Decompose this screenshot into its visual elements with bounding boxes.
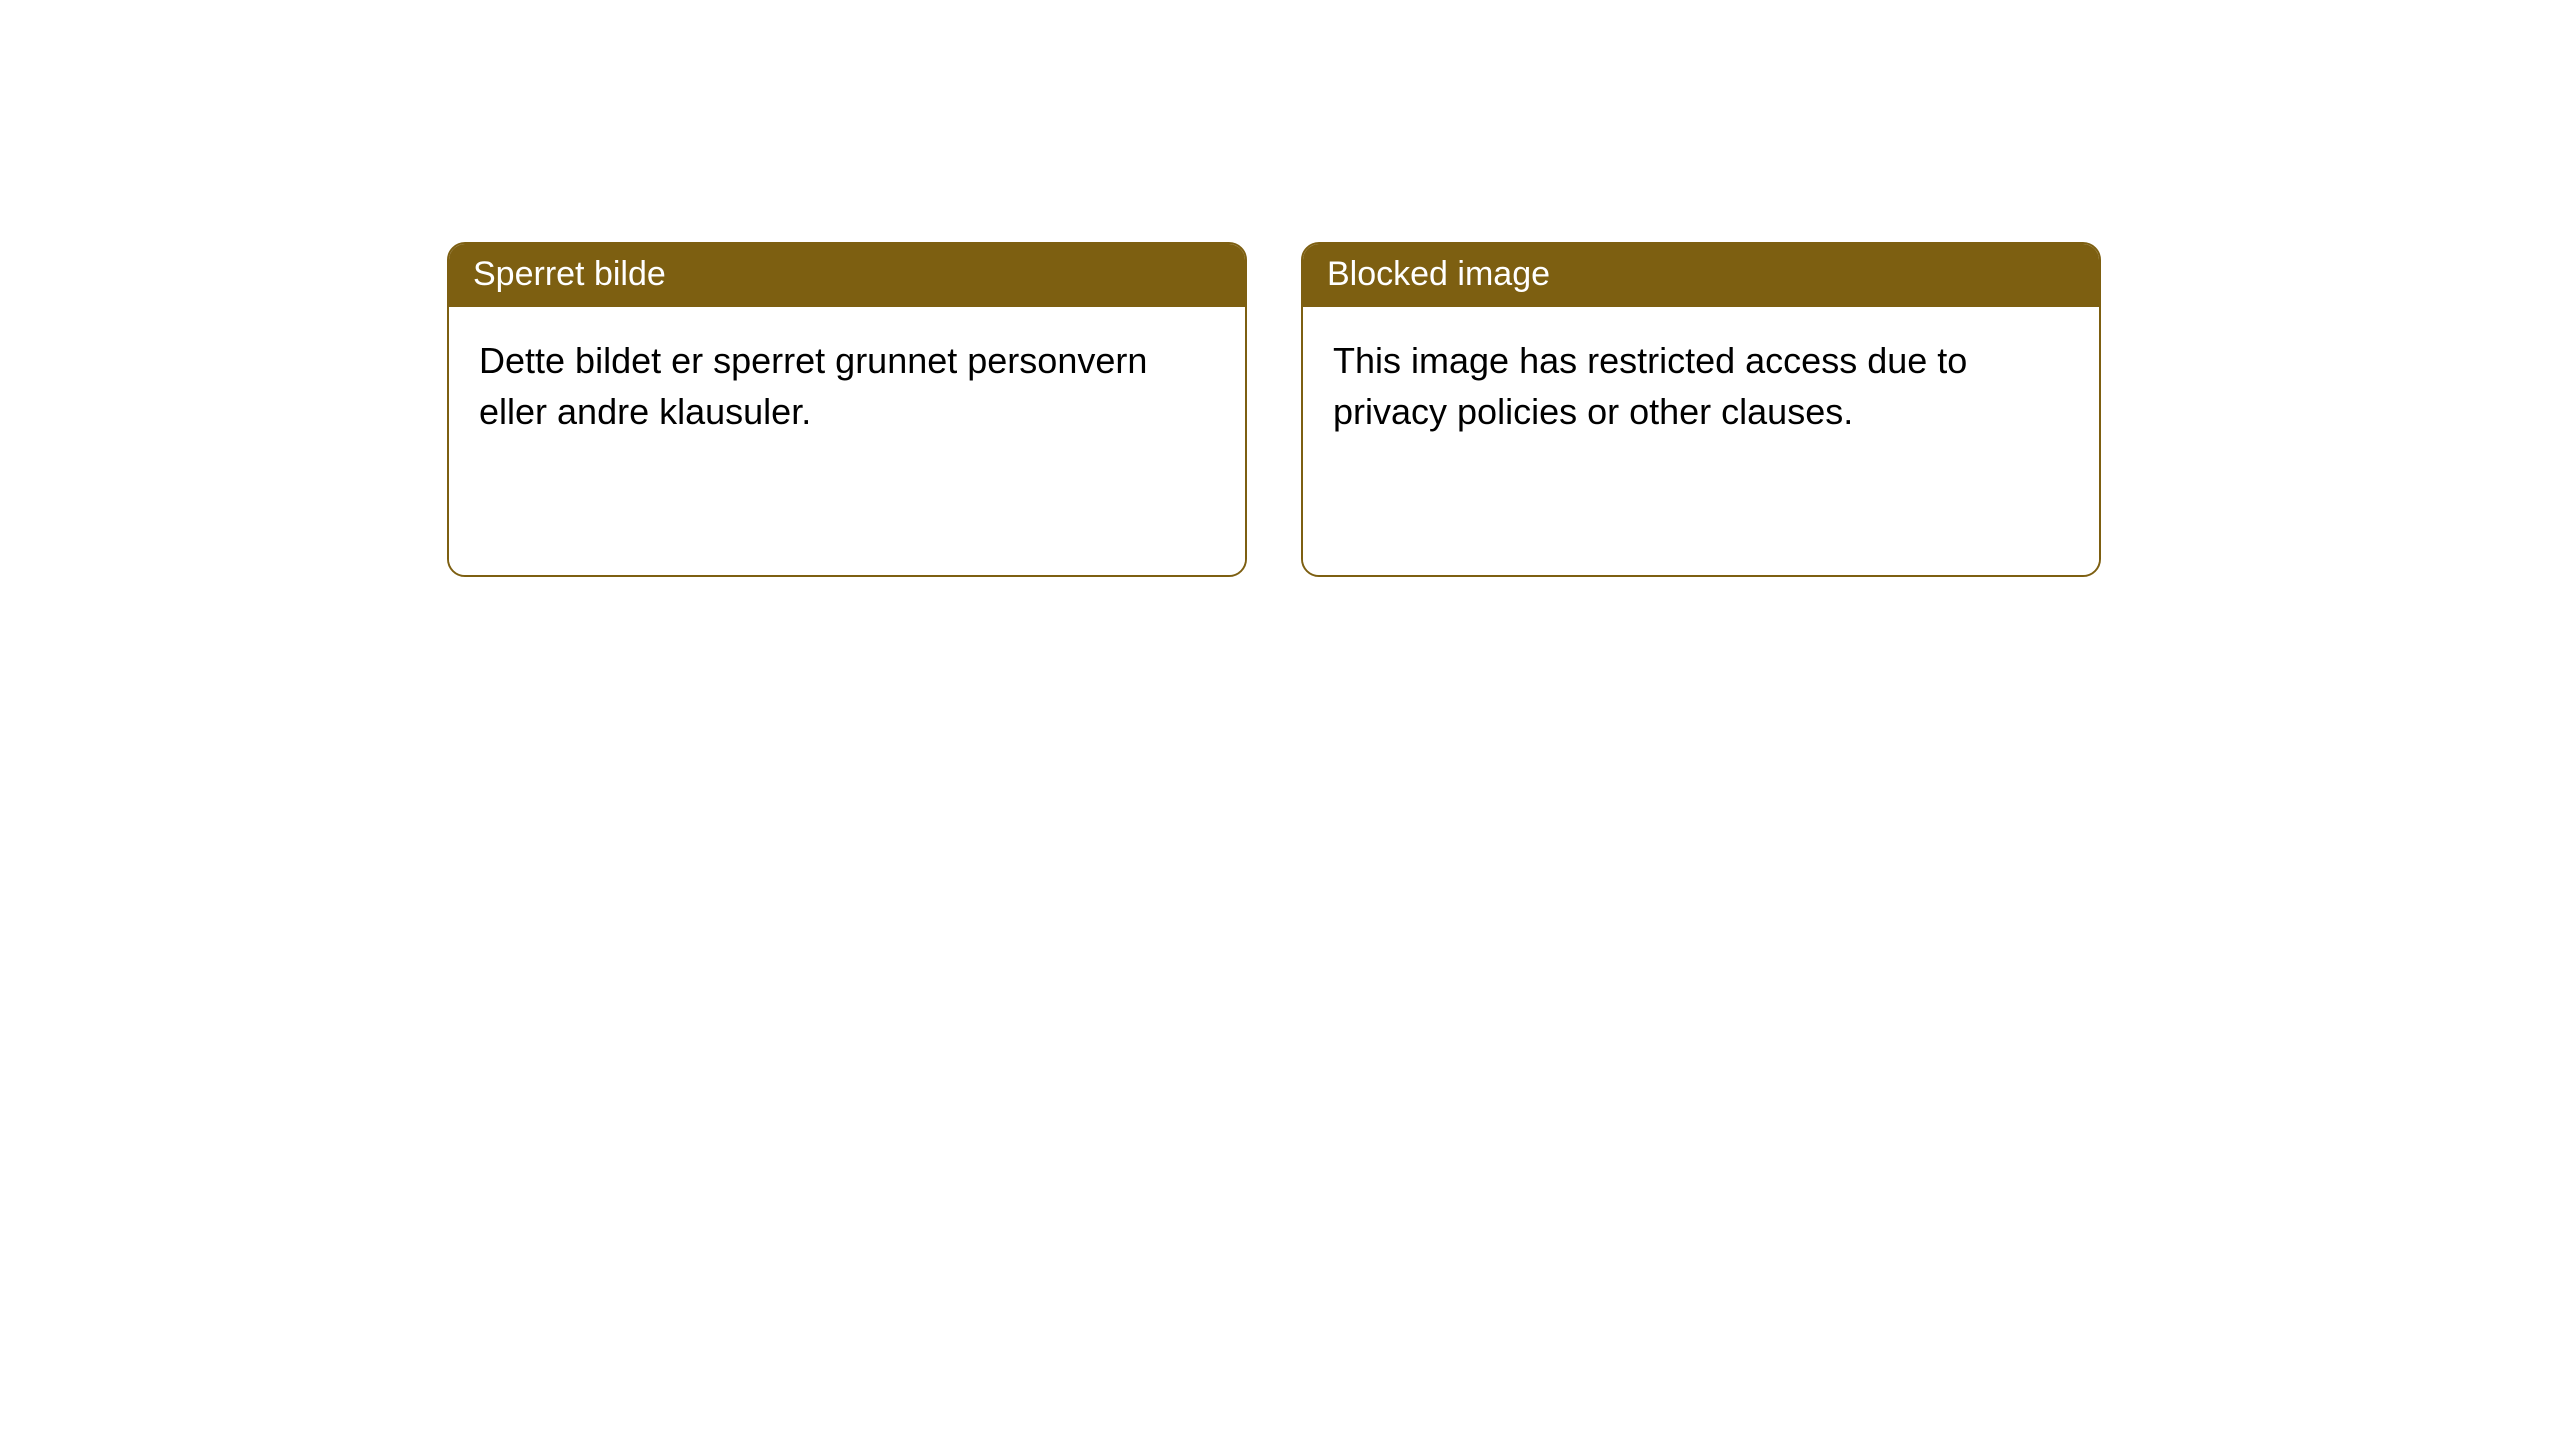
notice-card-no-header: Sperret bilde xyxy=(449,244,1245,307)
notice-card-en-header: Blocked image xyxy=(1303,244,2099,307)
notice-container: Sperret bilde Dette bildet er sperret gr… xyxy=(0,0,2560,577)
notice-card-en-body: This image has restricted access due to … xyxy=(1303,307,2099,575)
notice-card-no: Sperret bilde Dette bildet er sperret gr… xyxy=(447,242,1247,577)
notice-card-en: Blocked image This image has restricted … xyxy=(1301,242,2101,577)
notice-card-no-body: Dette bildet er sperret grunnet personve… xyxy=(449,307,1245,575)
